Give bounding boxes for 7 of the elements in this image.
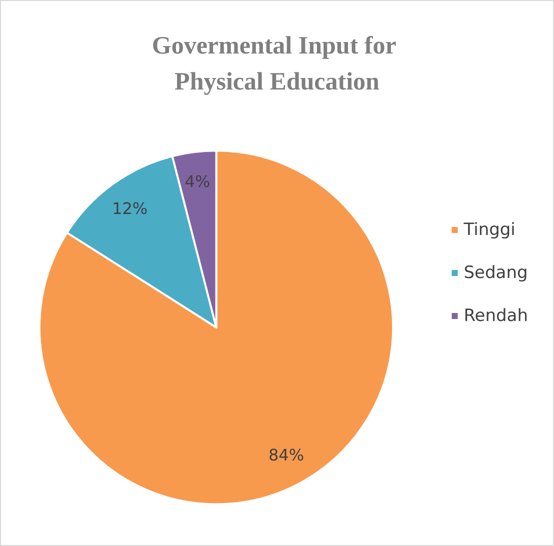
data-label: 12%	[112, 198, 148, 218]
legend-label: Tinggi	[462, 220, 516, 240]
legend-label: Rendah	[464, 306, 528, 326]
data-label: 84%	[268, 445, 304, 464]
chart-title: Govermental Input for Physical Education	[152, 32, 402, 96]
data-label: 4%	[184, 172, 210, 192]
legend-label: Sedang	[464, 263, 528, 283]
